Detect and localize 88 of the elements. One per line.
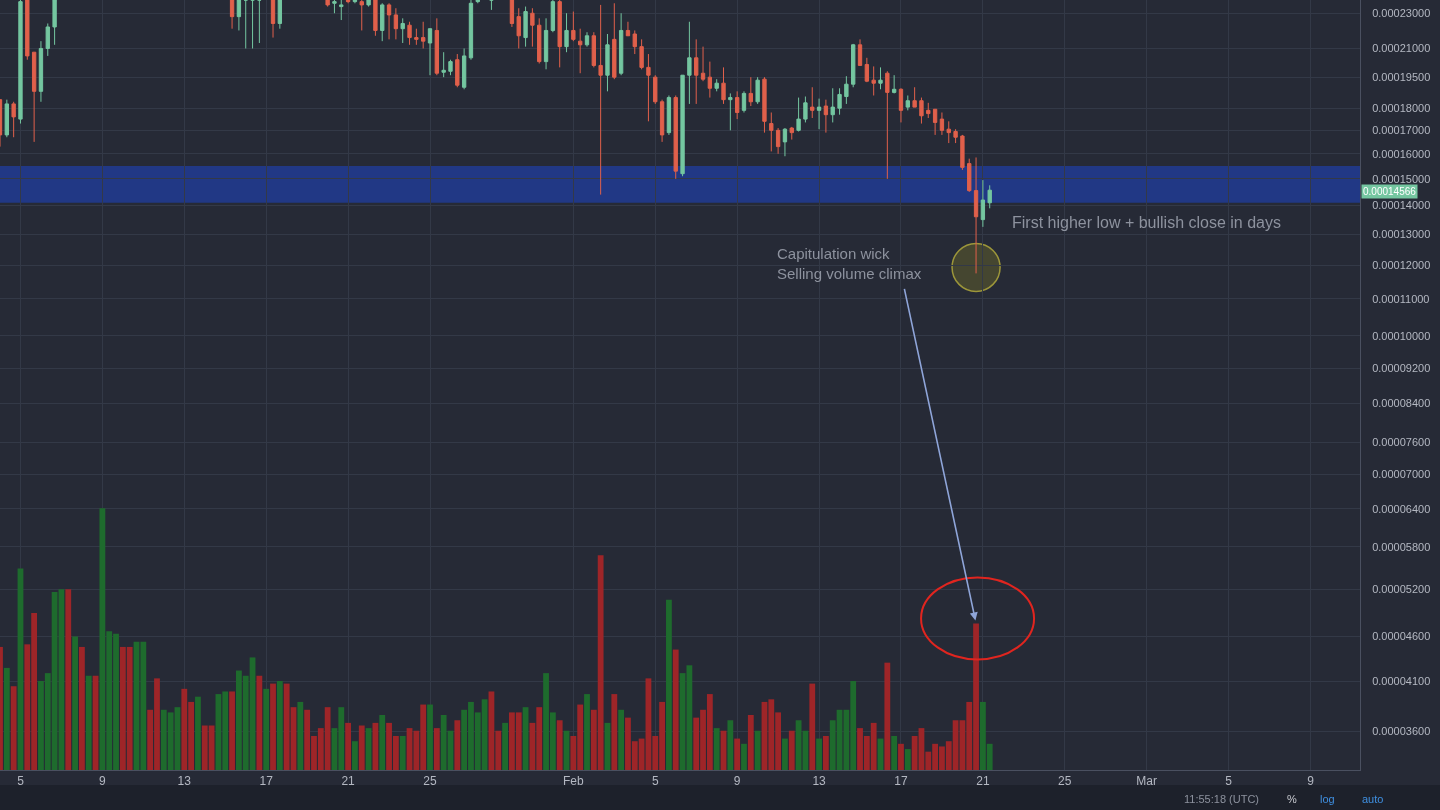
y-tick-label: 0.00005200 bbox=[1372, 582, 1431, 595]
x-tick-label: 17 bbox=[259, 774, 274, 789]
x-tick-label: 13 bbox=[177, 774, 192, 789]
x-tick-label: 13 bbox=[812, 774, 827, 789]
y-tick-label: 0.00017000 bbox=[1372, 124, 1431, 137]
bar bbox=[809, 683, 816, 770]
bar bbox=[85, 675, 92, 770]
bar bbox=[399, 735, 406, 770]
x-tick-label: 9 bbox=[1307, 774, 1315, 789]
bar bbox=[713, 728, 720, 770]
bar bbox=[229, 691, 235, 770]
bar bbox=[427, 704, 433, 770]
bar bbox=[823, 735, 829, 770]
y-tick-label: 0.00011000 bbox=[1372, 292, 1430, 305]
bar bbox=[754, 730, 761, 770]
bar bbox=[788, 730, 795, 770]
x-tick-label: 25 bbox=[1058, 774, 1072, 789]
y-tick-label: 0.00007000 bbox=[1372, 467, 1431, 480]
x-tick-label: 9 bbox=[99, 774, 107, 789]
x-tick-label: 5 bbox=[1225, 774, 1233, 789]
y-tick-label: 0.00012000 bbox=[1372, 259, 1431, 272]
bar bbox=[556, 720, 563, 770]
y-tick-label: 0.00014000 bbox=[1372, 199, 1431, 212]
y-tick-label: 0.00015000 bbox=[1372, 172, 1431, 185]
x-tick-label: 21 bbox=[341, 774, 356, 789]
x-tick-label: 5 bbox=[17, 774, 25, 789]
bar bbox=[352, 741, 358, 770]
y-tick-label: 0.00008400 bbox=[1372, 397, 1431, 410]
bar bbox=[727, 720, 734, 770]
y-tick-label: 0.00013000 bbox=[1372, 228, 1431, 241]
bar bbox=[358, 725, 365, 770]
bar bbox=[666, 599, 672, 770]
bar bbox=[898, 743, 904, 770]
text: 11:55:18 (UTC) bbox=[1184, 793, 1259, 805]
bar bbox=[3, 667, 10, 770]
text: % bbox=[1287, 793, 1297, 805]
bar bbox=[502, 722, 508, 770]
y-tick-label: 0.00010000 bbox=[1372, 329, 1431, 342]
bar bbox=[297, 701, 304, 770]
bar bbox=[584, 694, 590, 770]
x-tick-label: 9 bbox=[733, 774, 741, 789]
bar bbox=[672, 649, 679, 770]
bar bbox=[263, 688, 270, 770]
bar bbox=[256, 675, 263, 770]
bar bbox=[454, 720, 461, 770]
y-tick-label: 0.00005800 bbox=[1372, 540, 1431, 553]
bar bbox=[884, 662, 891, 770]
text: 0.00014566 bbox=[1363, 186, 1417, 197]
y-tick-label: 0.00019500 bbox=[1372, 71, 1431, 84]
bar bbox=[433, 728, 440, 770]
bar bbox=[276, 680, 283, 770]
x-tick-label: 5 bbox=[651, 774, 659, 789]
bar bbox=[10, 686, 17, 770]
x-tick-label: 17 bbox=[894, 774, 908, 789]
y-tick-label: 0.00007600 bbox=[1372, 436, 1431, 448]
bar bbox=[611, 694, 618, 770]
y-tick-label: 0.00006400 bbox=[1372, 502, 1431, 515]
y-tick-label: 0.00023000 bbox=[1372, 7, 1431, 20]
text: auto bbox=[1362, 793, 1384, 805]
bar bbox=[79, 646, 85, 770]
bar bbox=[379, 715, 386, 770]
y-tick-label: 0.00021000 bbox=[1372, 42, 1431, 55]
text: log bbox=[1320, 793, 1335, 805]
bar bbox=[747, 715, 754, 770]
x-tick-label: 21 bbox=[976, 774, 990, 789]
bar bbox=[782, 738, 788, 770]
y-tick-label: 0.00003600 bbox=[1372, 725, 1431, 738]
bar bbox=[345, 722, 352, 770]
y-tick-label: 0.00018000 bbox=[1372, 102, 1431, 115]
annotation: First higher low + bullish close in days bbox=[1012, 214, 1282, 231]
bar bbox=[816, 738, 822, 770]
bar bbox=[891, 735, 898, 770]
bar bbox=[734, 738, 741, 770]
bar bbox=[195, 696, 201, 770]
x-tick-label: Feb bbox=[563, 774, 585, 789]
annotation: Capitulation wick Selling volume climax bbox=[777, 245, 922, 282]
y-tick-label: 0.00009200 bbox=[1372, 362, 1431, 374]
x-tick-label: Mar bbox=[1136, 774, 1158, 789]
bar bbox=[72, 636, 78, 770]
x-tick-label: 25 bbox=[423, 774, 437, 789]
y-tick-label: 0.00004600 bbox=[1372, 630, 1431, 643]
bar bbox=[741, 743, 747, 770]
y-tick-label: 0.00004100 bbox=[1372, 675, 1431, 688]
bar bbox=[270, 683, 276, 770]
bar bbox=[904, 749, 911, 770]
y-tick-label: 0.00016000 bbox=[1372, 147, 1431, 160]
bar bbox=[65, 589, 72, 770]
bar bbox=[618, 709, 625, 770]
